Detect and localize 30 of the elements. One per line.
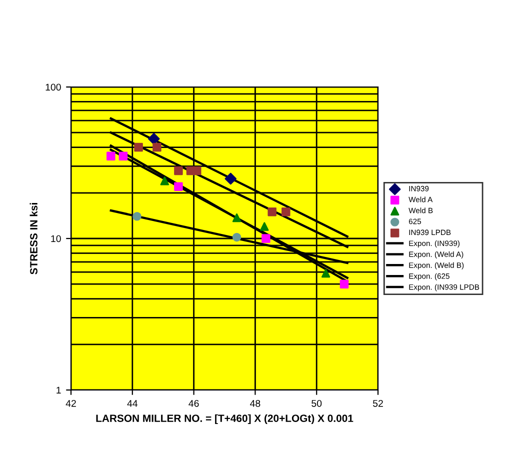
x-tick-label: 52 (372, 400, 383, 407)
point (152, 142, 162, 152)
point (232, 213, 242, 222)
point (148, 132, 160, 145)
point (106, 152, 116, 160)
point (232, 232, 242, 242)
x-axis-title: LARSON MILLER NO. = [T+460] X (20+LOGt) X 0.001 (96, 414, 354, 424)
point (268, 207, 276, 216)
y-axis-title: STRESS IN ksi (30, 203, 38, 274)
point (224, 172, 237, 185)
x-tick-label: 46 (188, 400, 199, 407)
point (118, 152, 128, 160)
x-tick-label: 50 (312, 400, 322, 407)
y-tick-label: 1 (56, 386, 61, 394)
x-tick-label: 48 (250, 400, 260, 407)
point (340, 280, 349, 288)
point (260, 222, 269, 231)
point (134, 142, 143, 152)
x-tick-label: 42 (66, 400, 76, 407)
point (262, 234, 270, 243)
point (282, 207, 290, 216)
point (192, 166, 202, 176)
x-tick-label: 44 (127, 400, 138, 407)
point (160, 176, 170, 186)
point (174, 166, 183, 176)
point (321, 268, 330, 278)
y-tick-label: 100 (46, 84, 61, 91)
point (174, 182, 183, 191)
y-tick-label: 10 (51, 235, 61, 242)
point (132, 212, 142, 221)
